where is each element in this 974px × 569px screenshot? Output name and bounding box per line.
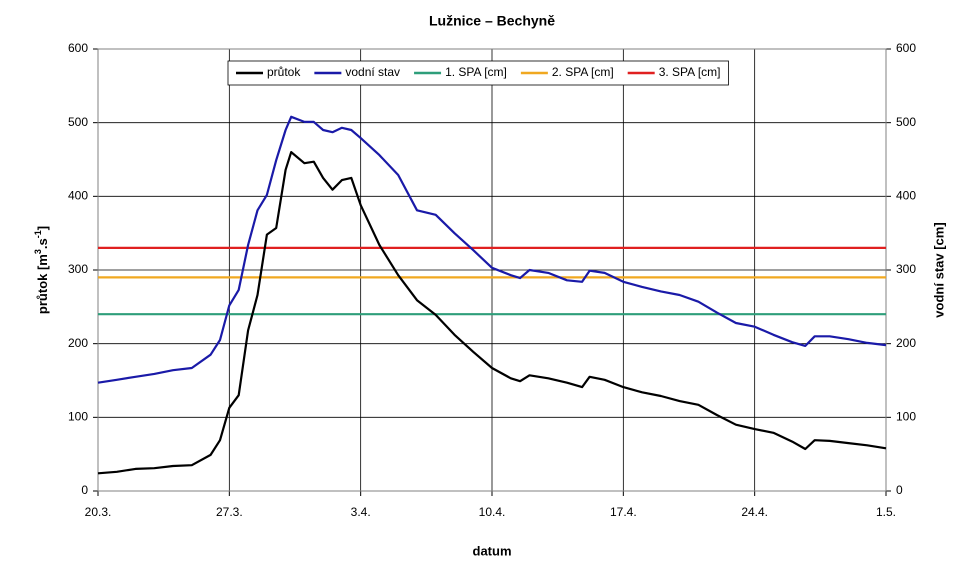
y-tick-label: 600 (68, 41, 88, 55)
series-line (97, 115, 887, 384)
legend: průtok vodní stav 1. SPA [cm] 2. SPA [cm] 3.… (227, 60, 729, 86)
y2-tick-label: 500 (896, 115, 916, 129)
chart-title: Lužnice – Bechyně (429, 13, 555, 29)
y2-axis-label: vodní stav [cm] (931, 222, 946, 317)
y2-tick-label: 200 (896, 336, 916, 350)
y-axis-label-part: -1 (33, 230, 43, 238)
x-axis-label: datum (473, 543, 512, 558)
legend-label: průtok (267, 65, 301, 79)
legend-label: 1. SPA [cm] (445, 65, 507, 79)
y-tick-label: 300 (68, 262, 88, 276)
y-axis-label-part: ] (35, 226, 50, 230)
y2-tick-label: 0 (896, 483, 903, 497)
x-tick-label: 17.4. (610, 505, 637, 519)
x-tick-label: 1.5. (876, 505, 896, 519)
y-axis-label: průtok [m3.s-1] (33, 226, 50, 314)
x-tick-label: 10.4. (479, 505, 506, 519)
x-tick-label: 20.3. (85, 505, 112, 519)
legend-label: 3. SPA [cm] (659, 65, 721, 79)
plot-border (97, 48, 887, 492)
legend-label: 2. SPA [cm] (552, 65, 614, 79)
legend-label: vodní stav (345, 65, 400, 79)
y2-tick-label: 300 (896, 262, 916, 276)
y2-tick-label: 100 (896, 410, 916, 424)
y2-tick-label: 600 (896, 41, 916, 55)
y-axis-label-part: .s (35, 238, 50, 249)
y-tick-label: 100 (68, 410, 88, 424)
y-axis-label-part: průtok [m (35, 254, 50, 314)
y-tick-label: 200 (68, 336, 88, 350)
x-tick-label: 3.4. (351, 505, 371, 519)
series-line (97, 151, 887, 475)
y2-tick-label: 400 (896, 189, 916, 203)
x-tick-label: 24.4. (741, 505, 768, 519)
y-tick-label: 400 (68, 189, 88, 203)
y-axis-label-part: 3 (33, 249, 43, 254)
y-tick-label: 500 (68, 115, 88, 129)
y-tick-label: 0 (81, 483, 88, 497)
x-tick-label: 27.3. (216, 505, 243, 519)
